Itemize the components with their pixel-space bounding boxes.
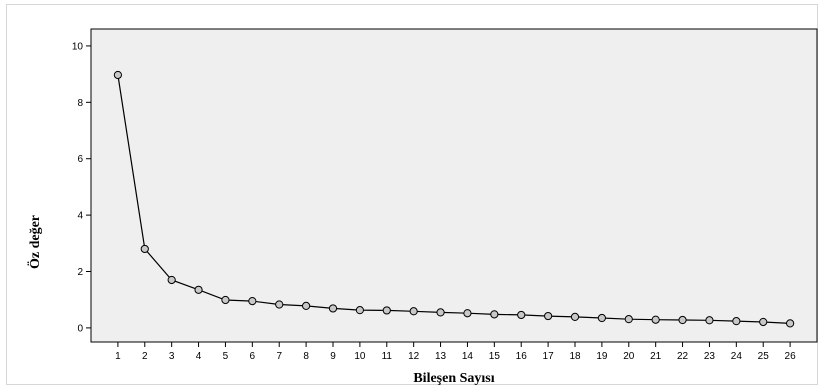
eigenvalue-markers xyxy=(113,70,795,328)
data-point-5 xyxy=(221,295,230,305)
data-point-9 xyxy=(328,304,338,313)
x-tick-label-24: 24 xyxy=(731,351,743,362)
y-tick-label-6: 6 xyxy=(77,154,83,165)
x-tick-label-16: 16 xyxy=(516,351,528,362)
plot-area xyxy=(90,28,818,343)
x-tick-label-5: 5 xyxy=(223,351,229,362)
data-point-20 xyxy=(624,315,633,324)
data-point-7 xyxy=(275,300,284,309)
x-tick-label-3: 3 xyxy=(169,351,175,362)
data-point-11 xyxy=(382,306,391,315)
x-axis: 1 2 3 4 5 6 7 8 9 10 11 12 13 14 15 16 17 18 19 20 21 22 23 24 2… xyxy=(115,342,796,362)
x-tick-label-10: 10 xyxy=(354,351,366,362)
x-tick-label-21: 21 xyxy=(650,351,662,362)
x-tick-label-19: 19 xyxy=(596,351,608,362)
eigenvalue-line xyxy=(117,74,791,324)
y-tick-label-8: 8 xyxy=(77,98,83,109)
x-tick-label-1: 1 xyxy=(115,351,121,362)
y-axis: 0 2 4 6 8 10 xyxy=(72,41,91,334)
data-point-14 xyxy=(463,309,472,318)
data-point-18 xyxy=(570,312,580,322)
y-tick-label-2: 2 xyxy=(77,267,83,278)
x-tick-label-2: 2 xyxy=(142,351,148,362)
data-point-17 xyxy=(544,311,553,321)
x-tick-label-6: 6 xyxy=(250,351,256,362)
data-point-23 xyxy=(705,316,714,325)
data-point-26 xyxy=(786,319,795,328)
y-tick-label-4: 4 xyxy=(77,211,83,222)
x-tick-label-4: 4 xyxy=(196,351,202,362)
data-point-1 xyxy=(113,70,122,80)
x-tick-label-26: 26 xyxy=(785,351,797,362)
data-point-3 xyxy=(167,275,176,285)
data-point-16 xyxy=(517,310,526,320)
y-tick-label-10: 10 xyxy=(72,41,84,52)
data-point-8 xyxy=(302,301,311,311)
data-point-22 xyxy=(678,315,687,325)
data-point-12 xyxy=(409,307,418,316)
x-tick-label-25: 25 xyxy=(758,351,770,362)
x-tick-label-22: 22 xyxy=(677,351,689,362)
x-tick-label-8: 8 xyxy=(303,351,309,362)
x-tick-label-14: 14 xyxy=(462,351,474,362)
x-tick-label-13: 13 xyxy=(435,351,447,362)
data-point-24 xyxy=(732,317,741,326)
x-tick-label-20: 20 xyxy=(623,351,635,362)
data-point-10 xyxy=(355,306,364,315)
x-axis-title: Bileşen Sayısı xyxy=(413,371,494,386)
data-point-15 xyxy=(490,310,499,319)
x-tick-label-9: 9 xyxy=(330,351,336,362)
data-point-21 xyxy=(651,315,660,324)
data-point-19 xyxy=(597,313,606,323)
y-axis-title: Öz değer xyxy=(26,215,43,269)
x-tick-label-18: 18 xyxy=(569,351,581,362)
x-tick-label-7: 7 xyxy=(276,351,282,362)
x-tick-label-12: 12 xyxy=(408,351,420,362)
x-tick-label-11: 11 xyxy=(382,351,393,362)
data-point-25 xyxy=(759,317,768,327)
y-tick-label-0: 0 xyxy=(77,323,83,334)
data-point-6 xyxy=(248,297,257,306)
x-tick-label-17: 17 xyxy=(543,351,555,362)
data-point-4 xyxy=(194,285,203,294)
x-tick-label-23: 23 xyxy=(704,351,716,362)
x-tick-label-15: 15 xyxy=(489,351,501,362)
data-point-2 xyxy=(140,244,149,254)
data-point-13 xyxy=(436,308,445,317)
